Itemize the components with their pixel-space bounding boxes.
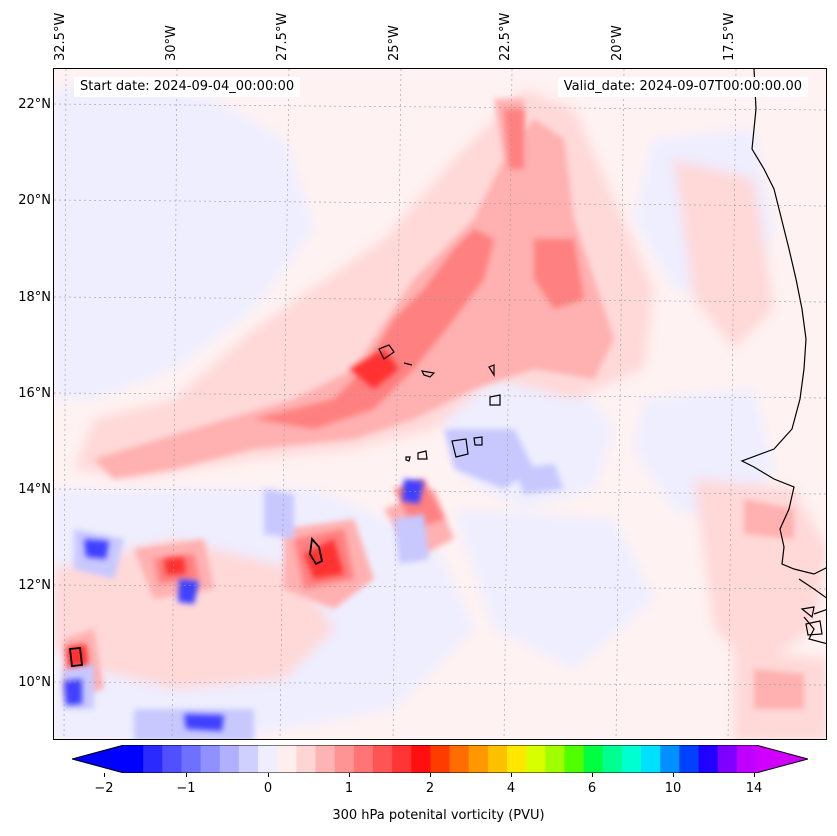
colorbar-cell xyxy=(219,745,240,773)
colorbar-cell xyxy=(679,745,700,773)
lat-label: 10°N xyxy=(18,675,51,690)
colorbar-tick: 14 xyxy=(745,781,763,796)
lat-label: 18°N xyxy=(18,290,51,305)
colorbar-tick: −2 xyxy=(94,781,114,796)
lon-label: 32.5°W xyxy=(53,12,68,61)
colorbar-cells xyxy=(72,745,808,773)
deep-red-regions xyxy=(66,349,399,672)
colorbar-cell xyxy=(621,745,642,773)
valid-date-label: Valid_date: 2024-09-07T00:00:00.00 xyxy=(557,77,808,97)
colorbar-cell xyxy=(411,745,431,773)
colorbar-cell xyxy=(583,745,604,773)
deep-blue-regions xyxy=(64,479,424,731)
colorbar-cell xyxy=(487,745,508,773)
coastlines xyxy=(378,69,826,645)
cape-verde-islands xyxy=(378,344,501,462)
high-pv-contours xyxy=(68,536,324,667)
colorbar-cell xyxy=(468,745,489,773)
lon-label: 27.5°W xyxy=(275,12,290,61)
colorbar-cell xyxy=(430,745,451,773)
colorbar-cell xyxy=(200,745,221,773)
colorbar-cell xyxy=(258,745,278,773)
colorbar-cell xyxy=(277,745,297,773)
graticule xyxy=(54,69,826,739)
colorbar-label: 300 hPa potenital vorticity (PVU) xyxy=(332,808,545,823)
colorbar-cell xyxy=(507,745,527,773)
lon-label: 22.5°W xyxy=(498,12,513,61)
colorbar-extend-max xyxy=(756,745,808,773)
colorbar-cell xyxy=(143,745,163,773)
colorbar-tick: 6 xyxy=(587,781,597,796)
colorbar-tick: 2 xyxy=(425,781,435,796)
colorbar-cell xyxy=(162,745,182,773)
colorbar-cell xyxy=(334,745,355,773)
colorbar-cell xyxy=(296,745,317,773)
lon-label: 30°W xyxy=(164,25,179,61)
colorbar-tick: −1 xyxy=(176,781,196,796)
colorbar-cell xyxy=(392,745,412,773)
colorbar xyxy=(72,745,808,773)
colorbar-cell xyxy=(372,745,393,773)
colorbar-extend-min xyxy=(72,745,124,773)
colorbar-tick: 1 xyxy=(344,781,354,796)
africa-coast xyxy=(740,69,826,575)
colorbar-cell xyxy=(124,745,144,773)
colorbar-cell xyxy=(315,745,336,773)
colorbar-cell xyxy=(698,745,719,773)
colorbar-cell xyxy=(660,745,680,773)
colorbar-cell xyxy=(526,745,546,773)
lat-label: 14°N xyxy=(18,482,51,497)
colorbar-tick: 10 xyxy=(664,781,682,796)
start-date-label: Start date: 2024-09-04_00:00:00 xyxy=(74,77,301,97)
lon-label: 20°W xyxy=(610,25,625,61)
lat-label: 12°N xyxy=(18,578,51,593)
colorbar-cell xyxy=(545,745,565,773)
lon-label: 25°W xyxy=(387,25,402,61)
colorbar-cell xyxy=(641,745,661,773)
colorbar-cell xyxy=(353,745,374,773)
colorbar-cell xyxy=(717,745,738,773)
colorbar-cell xyxy=(564,745,585,773)
pv-field xyxy=(54,69,826,739)
lat-label: 22°N xyxy=(18,97,51,112)
colorbar-tick: 0 xyxy=(263,781,273,796)
colorbar-cell xyxy=(238,745,259,773)
colorbar-cell xyxy=(181,745,202,773)
lat-label: 20°N xyxy=(18,193,51,208)
blue-regions xyxy=(64,429,564,739)
lon-label: 17.5°W xyxy=(722,12,737,61)
africa-islands-south xyxy=(800,606,823,636)
map-panel[interactable]: Start date: 2024-09-04_00:00:00 Valid_da… xyxy=(53,68,827,740)
colorbar-cell xyxy=(736,745,757,773)
colorbar-cell xyxy=(449,745,470,773)
colorbar-cell xyxy=(602,745,623,773)
colorbar-tick: 4 xyxy=(506,781,516,796)
lat-label: 16°N xyxy=(18,386,51,401)
